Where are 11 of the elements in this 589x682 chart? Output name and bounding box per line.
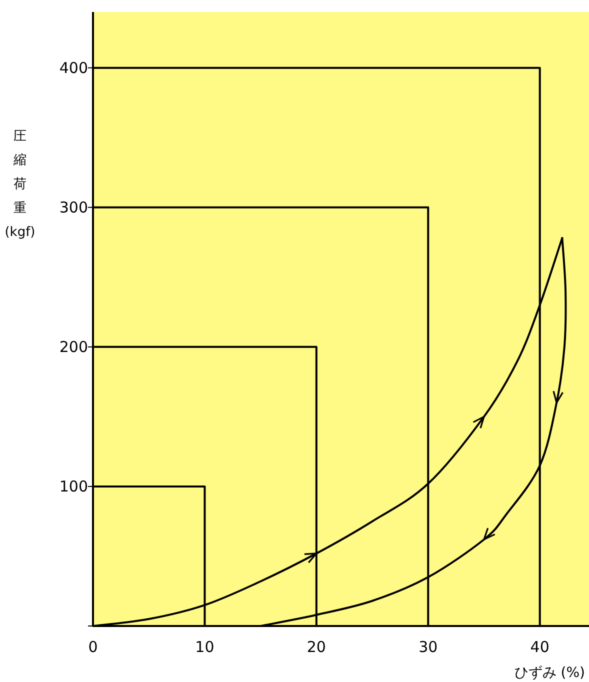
x-tick-label: 40	[530, 638, 550, 656]
x-tick-label: 0	[88, 638, 98, 656]
y-tick-label: 400	[59, 58, 88, 77]
y-tick-label: 200	[59, 338, 88, 356]
y-tick-label: 100	[59, 477, 88, 496]
x-tick-label: 30	[418, 638, 438, 656]
y-axis-title: 圧縮荷重 (kgf)	[4, 129, 36, 240]
y-tick-label: 300	[59, 198, 88, 216]
x-axis-title: ひずみ (%)	[514, 665, 585, 681]
x-tick-label: 10	[195, 638, 214, 656]
x-tick-label: 20	[306, 638, 326, 656]
